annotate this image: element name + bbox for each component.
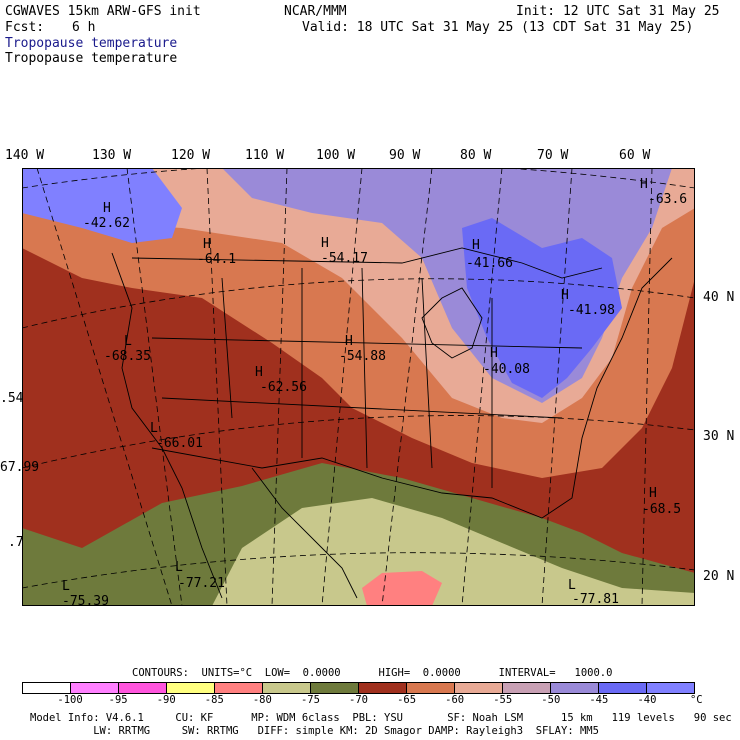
field-band-80 — [362, 571, 442, 606]
color-tick-label: -95 — [108, 694, 128, 706]
color-tick-label: -40 — [637, 694, 657, 706]
lon-label: 80 W — [460, 148, 492, 163]
field-band-45-nw — [22, 168, 182, 243]
extremum-kind: H — [255, 365, 263, 380]
extremum-kind: H — [203, 237, 211, 252]
color-swatch — [359, 683, 407, 693]
color-tick-label: -80 — [252, 694, 272, 706]
color-swatch — [647, 683, 694, 693]
lon-label: 120 W — [171, 148, 211, 163]
extremum-value: -40.08 — [483, 362, 530, 377]
model-info: Model Info: V4.6.1 CU: KF MP: WDM 6class… — [30, 712, 732, 724]
init-time: Init: 12 UTC Sat 31 May 25 — [516, 4, 720, 19]
color-tick-label: -90 — [156, 694, 176, 706]
extremum-kind: H — [472, 238, 480, 253]
extremum-value: -68.5 — [642, 502, 682, 517]
color-tick-label: -65 — [397, 694, 417, 706]
color-tick-label: -70 — [349, 694, 368, 706]
extremum-kind: H — [649, 486, 657, 501]
color-swatch — [455, 683, 503, 693]
physics-info: LW: RRTMG SW: RRTMG DIFF: simple KM: 2D … — [30, 725, 599, 737]
extremum-value: -66.01 — [156, 436, 203, 451]
extremum-value: -77.81 — [572, 592, 619, 607]
lon-label: 90 W — [389, 148, 421, 163]
color-tick-label: -45 — [589, 694, 609, 706]
extremum-kind: L — [175, 560, 183, 575]
lon-label: 100 W — [316, 148, 356, 163]
extremum-kind: H — [561, 288, 569, 303]
color-tick-label: -55 — [493, 694, 513, 706]
extremum-kind: L — [568, 578, 576, 593]
forecast-label: Fcst: — [5, 20, 45, 35]
extremum-value: -54.88 — [339, 349, 386, 364]
color-scale-bar — [22, 682, 695, 694]
extremum-kind: H — [345, 334, 353, 349]
field-band-75 — [212, 498, 695, 606]
lon-label: 110 W — [245, 148, 285, 163]
color-tick-label: °C — [689, 694, 703, 706]
extremum-value: -42.62 — [83, 216, 130, 231]
tropopause-temperature-map — [22, 168, 695, 606]
extremum-kind: L — [62, 579, 70, 594]
color-swatch — [215, 683, 263, 693]
extremum-value: -75.39 — [62, 594, 109, 609]
lon-label: 130 W — [92, 148, 132, 163]
color-tick-label: -50 — [541, 694, 561, 706]
extremum-value: .54 — [0, 391, 24, 406]
extremum-kind: H — [640, 177, 648, 192]
color-swatch — [407, 683, 455, 693]
color-swatch — [503, 683, 551, 693]
extremum-value: -63.6 — [648, 192, 688, 207]
color-tick-label: -85 — [204, 694, 224, 706]
color-swatch — [263, 683, 311, 693]
lon-label: 140 W — [5, 148, 45, 163]
forecast-hours: 6 h — [72, 20, 96, 35]
extremum-value: -41.66 — [466, 256, 513, 271]
field-band-45-ne — [462, 218, 622, 398]
lon-label: 60 W — [619, 148, 651, 163]
extremum-value: -68.35 — [104, 349, 151, 364]
extremum-kind: H — [490, 346, 498, 361]
extremum-value: -77.21 — [178, 576, 225, 591]
contours-info: CONTOURS: UNITS=°C LOW= 0.0000 HIGH= 0.0… — [132, 667, 613, 679]
extremum-kind: L — [124, 334, 132, 349]
color-tick-label: -100 — [57, 694, 83, 706]
color-swatch — [599, 683, 647, 693]
lat-label: 20 N — [703, 569, 735, 584]
color-tick-label: -75 — [300, 694, 320, 706]
color-swatch — [551, 683, 599, 693]
extremum-value: 67.99 — [0, 460, 40, 475]
color-swatch — [119, 683, 167, 693]
extremum-value: -62.56 — [260, 380, 307, 395]
extremum-value: -54.17 — [321, 251, 368, 266]
lat-label: 40 N — [703, 290, 735, 305]
color-swatch — [23, 683, 71, 693]
color-tick-label: -60 — [445, 694, 465, 706]
valid-time: Valid: 18 UTC Sat 31 May 25 (13 CDT Sat … — [302, 20, 694, 35]
color-scale-ticks: -100 -95 -90 -85 -80 -75 -70 -65 -60 -55 -50 -45 -40… — [22, 694, 702, 708]
color-swatch — [167, 683, 215, 693]
lon-label: 70 W — [537, 148, 569, 163]
color-swatch — [311, 683, 359, 693]
lat-label: 30 N — [703, 429, 735, 444]
color-swatch — [71, 683, 119, 693]
extremum-value: -64.1 — [197, 252, 237, 267]
field-title: Tropopause temperature — [5, 36, 178, 51]
extremum-value: -41.98 — [568, 303, 615, 318]
org-label: NCAR/MMM — [284, 4, 347, 19]
model-title: CGWAVES 15km ARW-GFS init — [5, 4, 201, 19]
field-subtitle: Tropopause temperature — [5, 51, 178, 66]
extremum-kind: H — [321, 236, 329, 251]
extremum-kind: H — [103, 201, 111, 216]
extremum-kind: L — [150, 421, 158, 436]
extremum-value: .7 — [8, 535, 24, 550]
